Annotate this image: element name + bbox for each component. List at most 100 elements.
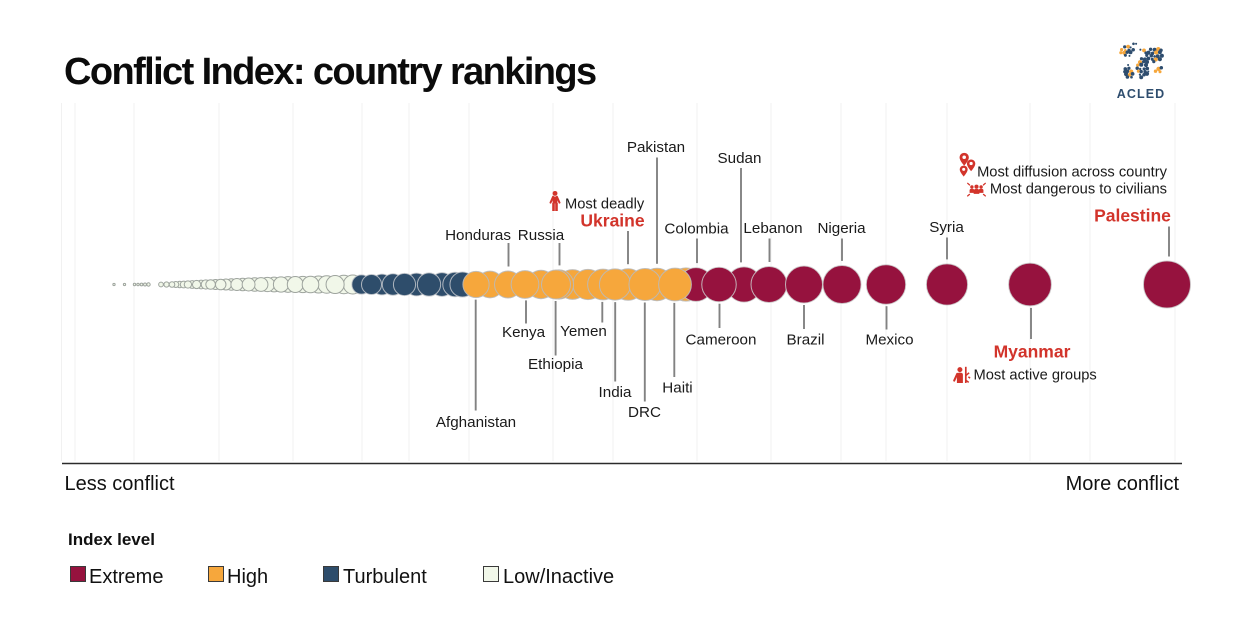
logo-dot: [1126, 44, 1130, 49]
map-pin: [959, 152, 969, 166]
legend-label-high: High: [227, 565, 269, 588]
bubble: [253, 277, 269, 292]
logo-dot: [1139, 69, 1143, 74]
icon-part: [969, 161, 973, 166]
logo-dot: [1123, 67, 1128, 71]
logo-dot: [1128, 54, 1131, 57]
bubble-mexico: [865, 264, 907, 305]
country-label-drc: DRC: [628, 404, 661, 421]
map-pin: [959, 165, 968, 177]
annotation-text-most-deadly: Most deadly: [565, 197, 645, 213]
country-label-ethiopia: Ethiopia: [528, 356, 583, 373]
logo-dot: [1127, 66, 1131, 70]
logo-dot: [1159, 53, 1164, 58]
icon-part: [969, 188, 975, 193]
acled-globe-icon: [1119, 42, 1164, 80]
country-label-cameroon: Cameroon: [686, 332, 757, 349]
country-label-sudan: Sudan: [718, 150, 762, 167]
logo-dot: [1132, 42, 1135, 46]
logo-dot: [1142, 48, 1146, 53]
legend-swatch-extreme: [69, 566, 86, 582]
legend-swatch-low: [483, 566, 499, 582]
legend-swatch-high: [208, 566, 224, 582]
logo-dot: [1123, 53, 1127, 57]
logo-dot: [1139, 75, 1144, 80]
logo-dot: [1148, 47, 1153, 51]
country-label-afghanistan: Afghanistan: [436, 414, 516, 431]
logo-dot: [1154, 50, 1159, 55]
bubble: [143, 282, 147, 287]
bubble: [301, 275, 320, 294]
country-label-haiti: Haiti: [662, 380, 692, 397]
logo-dot: [1146, 56, 1151, 61]
icon-part: [973, 188, 980, 194]
bubble-palestine: [1143, 260, 1191, 309]
legend-heading: Index level: [68, 530, 155, 549]
bubble: [168, 281, 176, 288]
logo-dot: [1139, 48, 1142, 51]
annotation-most-deadly: Most deadly: [549, 190, 645, 213]
logo-dot: [1142, 67, 1146, 71]
logo-dot: [1124, 72, 1129, 77]
legend-label-low: Low/Inactive: [503, 565, 615, 588]
leader-lines: [474, 157, 1170, 411]
bubble-afghanistan: [462, 270, 490, 299]
country-label-yemen: Yemen: [560, 323, 607, 340]
logo-dot: [1130, 72, 1135, 76]
bubble: [163, 281, 170, 288]
country-label-lebanon: Lebanon: [743, 220, 802, 237]
bubble-cameroon: [701, 266, 737, 303]
logo-dot: [1153, 69, 1158, 73]
acled-wordmark: ACLED: [1116, 87, 1166, 101]
logo-dot: [1119, 51, 1123, 55]
icon-part: [967, 376, 971, 379]
logo-dot: [1153, 55, 1156, 58]
country-labels: Honduras Russia Ukraine Pakistan Colombia Sud…: [436, 139, 1171, 431]
logo-dot: [1142, 60, 1146, 64]
bubble: [146, 282, 151, 287]
bubble-kenya: [510, 270, 540, 299]
annotation-most-dangerous: Most dangerous to civilians: [967, 182, 1167, 198]
bubble-haiti: [658, 267, 692, 302]
logo-dot: [1145, 66, 1150, 71]
country-label-palestine: Palestine: [1094, 206, 1171, 226]
bubble-myanmar: [1008, 262, 1052, 307]
annotations: Most deadly Most diffusion across country…: [549, 152, 1168, 384]
bubble: [230, 278, 244, 291]
bubble: [272, 276, 290, 293]
bubble-india: [598, 268, 632, 301]
person-flag-icon: [953, 366, 971, 383]
logo-dot: [1142, 72, 1146, 77]
bubble: [241, 277, 256, 292]
icon-part: [967, 193, 971, 197]
annotation-text-most-diffusion: Most diffusion across country: [977, 165, 1168, 181]
bubble: [416, 272, 442, 297]
bubble: [122, 282, 127, 287]
logo-dot: [1149, 53, 1154, 58]
logo-dot: [1129, 46, 1132, 49]
bubble: [112, 282, 116, 287]
icon-part: [959, 152, 969, 166]
map-pin: [966, 159, 976, 172]
logo-dot: [1159, 66, 1164, 70]
axis-label-more-conflict: More conflict: [1065, 472, 1179, 495]
country-label-nigeria: Nigeria: [817, 220, 866, 237]
bubble: [325, 274, 345, 295]
icon-part: [974, 184, 979, 189]
logo-dot: [1155, 54, 1160, 59]
country-label-myanmar: Myanmar: [994, 342, 1071, 362]
bubble-lebanon: [750, 266, 788, 303]
icon-part: [959, 165, 968, 177]
icon-part: [555, 195, 561, 204]
map-pins-icon: [959, 152, 976, 177]
logo-dot: [1146, 50, 1151, 55]
bubble: [214, 278, 227, 291]
axis-label-less-conflict: Less conflict: [64, 473, 175, 495]
logo-dot: [1127, 73, 1132, 77]
logo-dot: [1127, 63, 1130, 67]
bubble: [136, 282, 140, 287]
country-label-kenya: Kenya: [502, 324, 546, 341]
icon-part: [979, 185, 983, 189]
